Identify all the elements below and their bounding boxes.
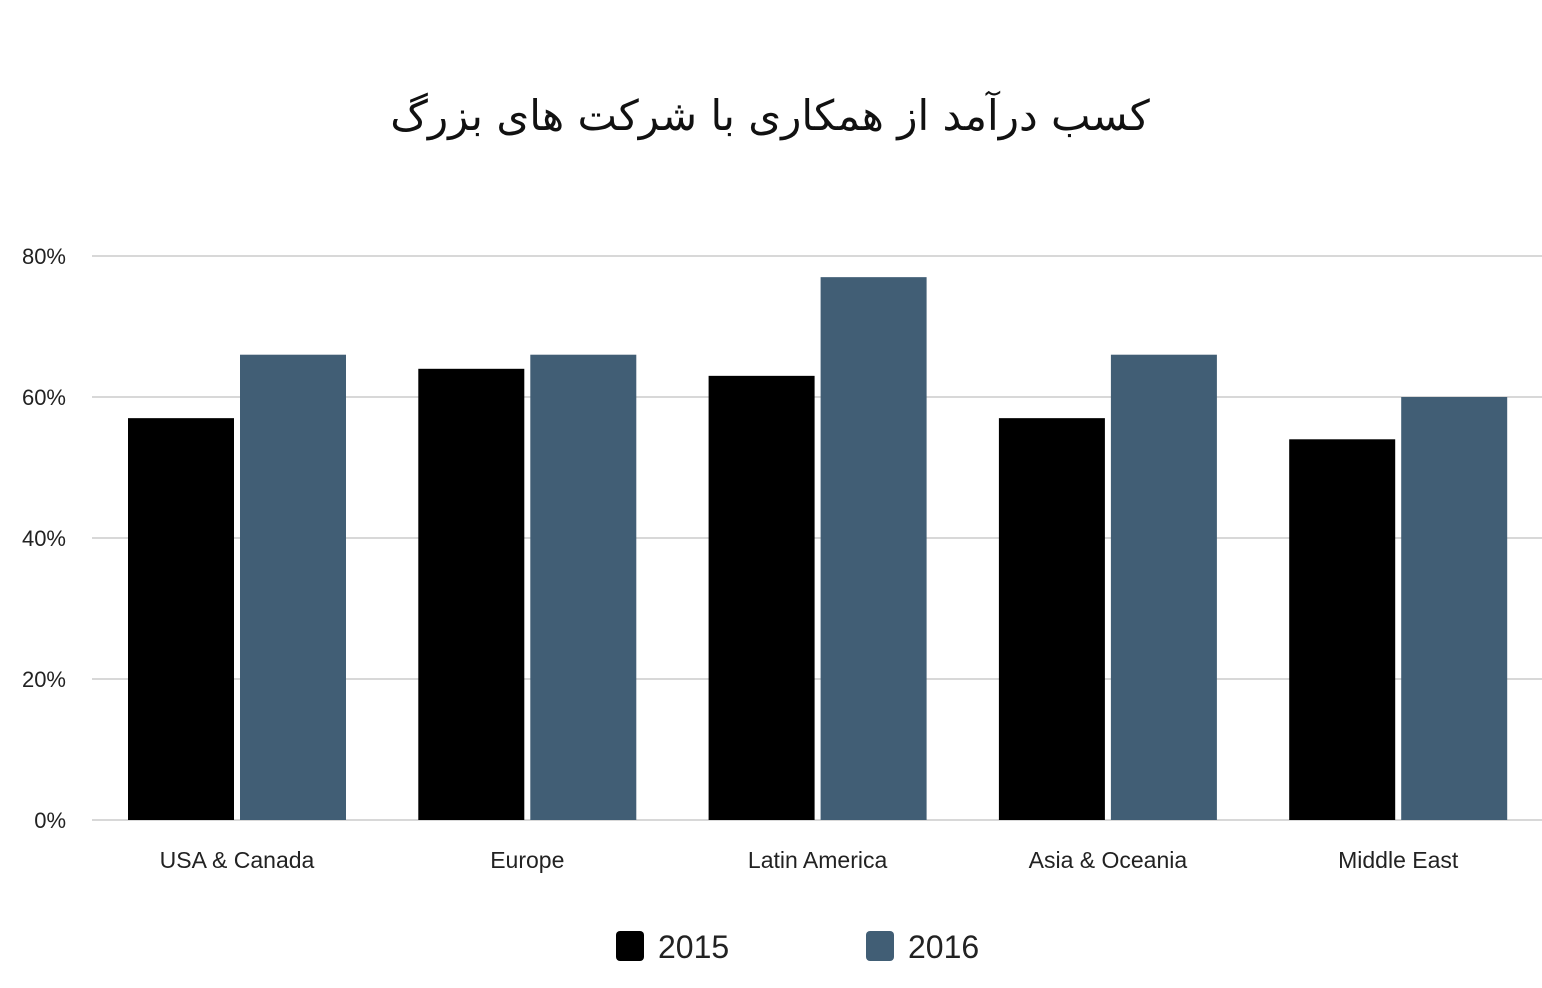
x-tick-label: USA & Canada: [160, 847, 315, 873]
y-tick-label: 40%: [22, 526, 66, 551]
legend-swatch-2015: [616, 931, 644, 961]
y-tick-label: 20%: [22, 667, 66, 692]
bar-2016-latin-america: [820, 277, 927, 820]
x-tick-label: Latin America: [748, 847, 888, 873]
chart-title: کسب درآمد از همکاری با شرکت های بزرگ: [390, 90, 1150, 140]
bar-2016-asia-oceania: [1110, 354, 1217, 820]
legend: 2015 2016: [616, 929, 979, 965]
legend-label-2015: 2015: [658, 929, 729, 965]
bar-2015-middle-east: [1289, 439, 1396, 820]
y-tick-label: 60%: [22, 385, 66, 410]
bar-2015-europe: [418, 368, 525, 820]
y-axis-ticks: 0% 20% 40% 60% 80%: [22, 244, 66, 833]
legend-swatch-2016: [866, 931, 894, 961]
bar-2016-usa-canada: [240, 354, 346, 820]
x-tick-label: Asia & Oceania: [1029, 847, 1188, 873]
bars: [128, 277, 1508, 820]
bar-2015-asia-oceania: [998, 418, 1105, 820]
bar-2016-middle-east: [1401, 397, 1508, 820]
bar-2016-europe: [530, 354, 637, 820]
y-tick-label: 0%: [34, 808, 66, 833]
y-tick-label: 80%: [22, 244, 66, 269]
bar-2015-latin-america: [708, 375, 815, 820]
x-axis-ticks: USA & Canada Europe Latin America Asia & Oc…: [160, 847, 1459, 873]
x-tick-label: Europe: [490, 847, 564, 873]
legend-label-2016: 2016: [908, 929, 979, 965]
x-tick-label: Middle East: [1338, 847, 1459, 873]
bar-2015-usa-canada: [128, 418, 234, 820]
